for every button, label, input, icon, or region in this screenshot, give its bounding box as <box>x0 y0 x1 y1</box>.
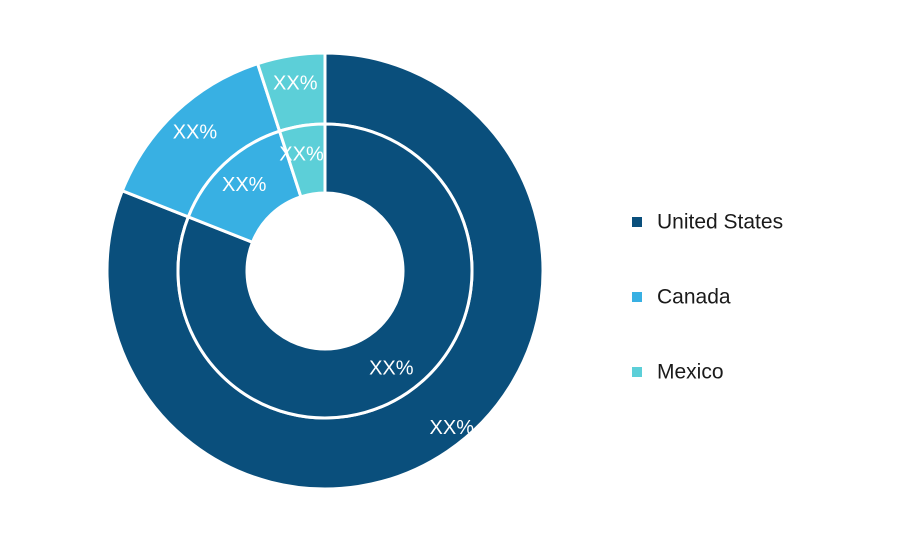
legend-swatch-united-states <box>632 217 642 227</box>
legend-item-canada[interactable]: Canada <box>632 286 731 309</box>
outer-slice-label-united-states: XX% <box>430 417 475 439</box>
inner-slice-label-canada: XX% <box>222 174 267 196</box>
legend-label-mexico: Mexico <box>657 361 724 384</box>
inner-slice-mexico[interactable] <box>277 122 327 199</box>
legend-label-canada: Canada <box>657 286 731 309</box>
legend-item-mexico[interactable]: Mexico <box>632 361 724 384</box>
legend-label-united-states: United States <box>657 211 783 234</box>
inner-slice-united-states[interactable] <box>176 122 474 420</box>
outer-slice-label-canada: XX% <box>173 121 218 143</box>
legend-swatch-mexico <box>632 367 642 377</box>
inner-slice-label-united-states: XX% <box>369 358 414 380</box>
outer-slice-label-mexico: XX% <box>273 72 318 94</box>
legend-swatch-canada <box>632 292 642 302</box>
legend-item-united-states[interactable]: United States <box>632 211 783 234</box>
inner-slice-label-mexico: XX% <box>279 143 324 165</box>
